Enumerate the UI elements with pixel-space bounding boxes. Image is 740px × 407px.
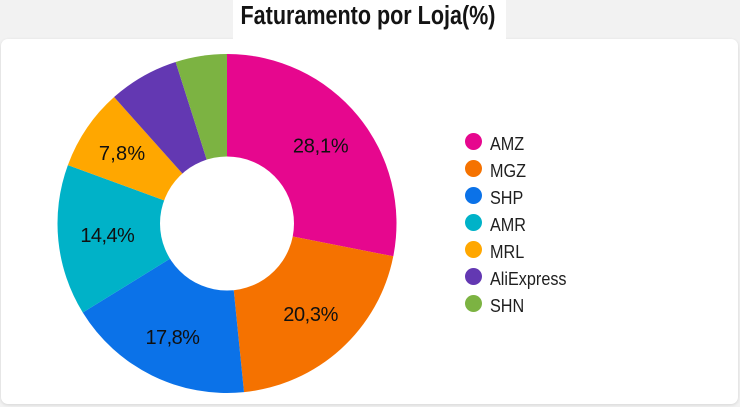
svg-text:7,8%: 7,8% [99, 143, 146, 165]
svg-text:14,4%: 14,4% [80, 225, 135, 247]
svg-text:17,8%: 17,8% [145, 327, 200, 349]
svg-text:20,3%: 20,3% [283, 304, 338, 326]
svg-text:28,1%: 28,1% [293, 136, 349, 158]
